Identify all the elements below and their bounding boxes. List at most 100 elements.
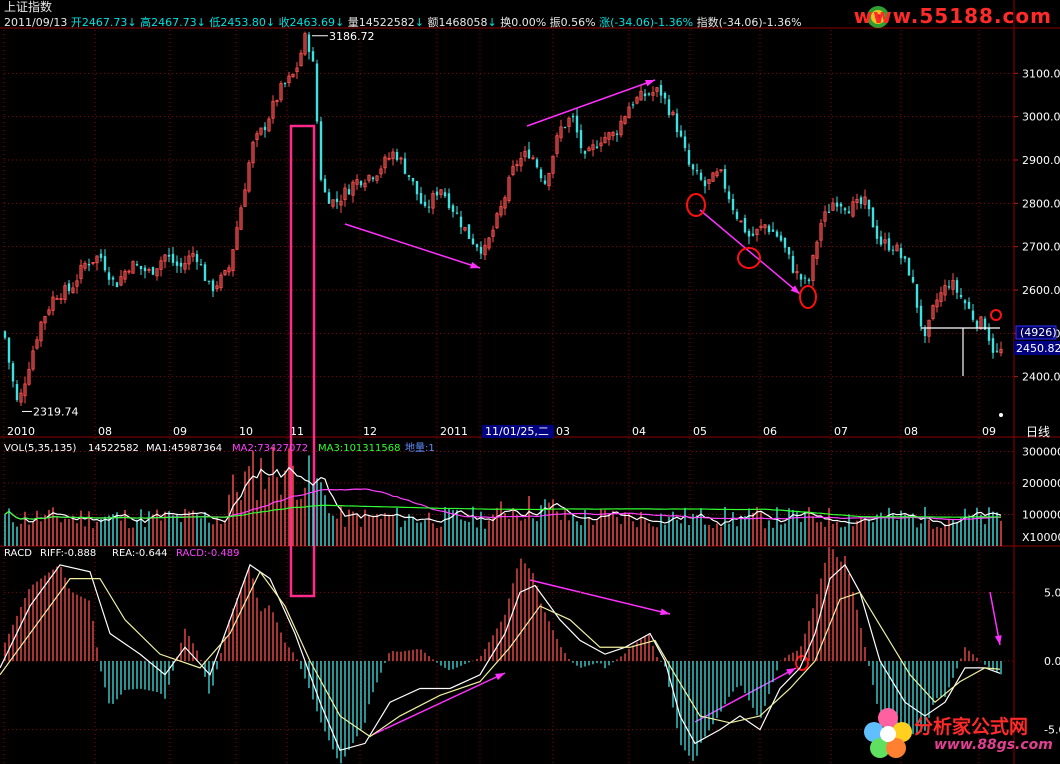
x-axis-label: 2011 [440,425,468,438]
candle-body [943,285,947,296]
candle-body [391,151,395,160]
x-axis-label: 11 [290,425,304,438]
candle-body [735,211,739,219]
candle-body [335,198,339,203]
candle-body [351,181,355,196]
divergence-arrow-3 [699,209,801,295]
candle-body [199,264,203,266]
candle-body [803,277,807,279]
candle-body [555,135,559,154]
candle-body [367,174,371,181]
candle-body [747,230,751,237]
x-axis-label: 05 [693,425,707,438]
price-tick-label: 2800.0 [1022,197,1060,210]
candle-body [67,283,71,292]
candle-body [287,75,291,84]
ohlc-info-bar: 2011/09/13 开2467.73↓ 高2467.73↓ 低2453.80↓… [4,16,802,29]
x-axis-label: 08 [904,425,918,438]
candle-body [759,225,763,229]
candle-body [767,225,771,233]
candle-body [835,202,839,207]
candle-body [299,52,303,67]
candle-body [815,241,819,259]
candle-body [771,229,775,232]
candle-body [99,253,103,258]
candle-body [79,264,83,280]
candle-body [279,83,283,101]
candle-body [907,258,911,276]
candle-body [615,133,619,135]
candle-body [419,193,423,204]
highlight-circle [795,655,809,671]
candle-body [775,231,779,237]
candle-body [455,212,459,214]
candle-body [551,155,555,174]
candle-body [415,181,419,195]
candle-body [723,169,727,189]
last-price-label: 2450.82 [1016,342,1060,355]
candle-body [799,274,803,280]
candle-body [427,206,431,208]
candle-body [507,177,511,201]
divergence-arrow-1 [344,223,481,269]
turnover-text: 换0.00% [500,16,547,29]
candle-body [35,339,39,349]
candle-body [979,316,983,330]
high-text: 高2467.73 [140,16,197,29]
candle-body [923,328,927,336]
candle-body [403,158,407,174]
candle-body [895,244,899,252]
candle-body [663,93,667,99]
candle-body [707,179,711,184]
cursor-date-label: 11/01/25,二 [485,425,549,438]
candle-body [875,225,879,239]
x-axis-label: 04 [632,425,646,438]
candle-body [191,252,195,257]
candle-body [487,237,491,249]
candle-body [643,93,647,97]
volume-ma2-line [4,488,1002,521]
amount-text: 额1468058 [427,16,488,29]
candle-body [491,229,495,237]
candle-body [719,169,723,172]
open-text: 开2467.73 [70,16,128,29]
candle-body [711,172,715,182]
candle-body [347,189,351,195]
candle-body [699,172,703,180]
candle-body [591,144,595,150]
candle-body [159,260,163,270]
candle-body [151,267,155,275]
candle-body [327,192,331,204]
candle-body [887,238,891,251]
x-axis-label: 08 [98,425,112,438]
candle-body [379,168,383,175]
divergence-arrow-1-head [470,261,480,269]
candle-body [531,157,535,160]
racd-racd-label: RACD:-0.489 [176,548,240,559]
candle-body [635,97,639,104]
candle-body [111,277,115,280]
candle-body [467,224,471,239]
candle-body [399,157,403,160]
candle-body [891,249,895,251]
racd-arrow-1-head [660,608,670,616]
candle-body [915,284,919,308]
racd-arrow-3-head [786,668,796,676]
highlight-box [289,124,316,598]
candle-body [331,199,335,207]
candle-body [691,164,695,170]
candle-body [563,126,567,128]
racd-riff-label: RIFF:-0.888 [40,548,96,559]
candle-body [827,211,831,213]
candle-body [539,169,543,179]
candle-body [471,238,475,245]
price-tick-label: 2400.0 [1022,371,1060,384]
candle-body [283,83,287,85]
candle-body [475,244,479,248]
price-tick-label: 2900.0 [1022,154,1060,167]
candle-body [655,87,659,92]
candle-body [959,294,963,298]
candle-body [795,271,799,274]
date-text: 2011/09/13 [4,16,68,29]
candle-body [227,267,231,273]
